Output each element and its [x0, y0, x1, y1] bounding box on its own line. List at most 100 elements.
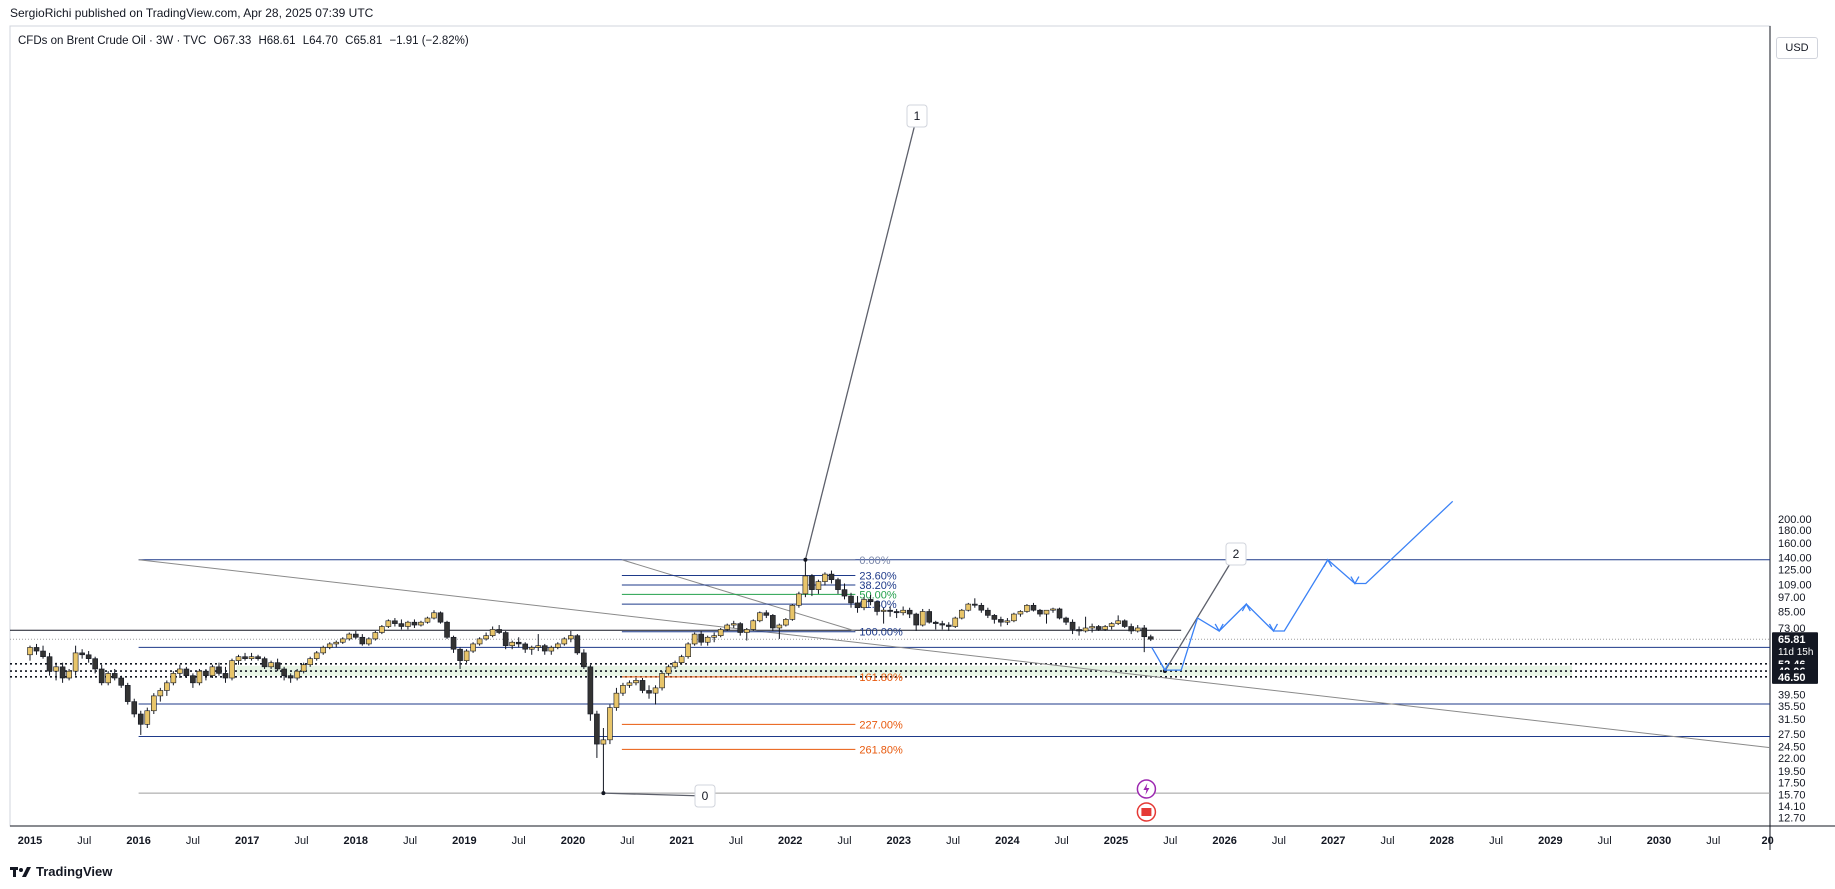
- candle-up: [652, 687, 659, 694]
- candle: [366, 637, 372, 646]
- candle: [300, 662, 307, 674]
- candle-down: [522, 643, 529, 650]
- candle: [919, 608, 926, 627]
- candle-down: [40, 650, 46, 657]
- y-tick-label: 15.70: [1778, 789, 1806, 801]
- candle: [698, 630, 704, 646]
- candle: [646, 685, 652, 699]
- y-tick-label: 125.00: [1778, 565, 1812, 577]
- candle-down: [411, 621, 418, 626]
- candle-down: [828, 573, 835, 580]
- candle-up: [483, 635, 489, 640]
- fib-label-2: 38.20%: [859, 580, 897, 592]
- candle-up: [756, 612, 763, 622]
- legend-open: O67.33: [213, 35, 252, 47]
- candle: [105, 671, 111, 686]
- x-tick-label: 2025: [1104, 835, 1128, 847]
- candle: [287, 673, 294, 683]
- candle-up: [561, 638, 568, 645]
- candle-up: [789, 604, 796, 620]
- candle-up: [743, 629, 750, 633]
- pivot-connector-2: [1164, 553, 1237, 672]
- candle-up: [53, 666, 59, 672]
- candle-up: [300, 664, 307, 672]
- candle: [1030, 602, 1037, 612]
- pivot-box-1: [906, 104, 928, 128]
- candle: [626, 680, 633, 688]
- candle: [27, 645, 33, 661]
- candle: [893, 608, 900, 619]
- candle: [1011, 612, 1017, 623]
- candle: [1147, 634, 1154, 642]
- candle: [965, 602, 972, 612]
- y-tick-label: 85.00: [1778, 606, 1806, 618]
- candle-up: [320, 647, 327, 654]
- x-tick-label: 2027: [1321, 835, 1345, 847]
- candle-up: [27, 647, 33, 656]
- support-zone: [236, 665, 1573, 676]
- candle-up: [431, 612, 437, 619]
- x-tick-label: 2028: [1430, 835, 1454, 847]
- candle-down: [541, 645, 548, 652]
- y-tick-label: 73.00: [1778, 623, 1806, 635]
- candle-down: [587, 666, 594, 715]
- candle-down: [1056, 608, 1063, 619]
- tradingview-logo[interactable]: TradingView: [10, 864, 112, 879]
- pivot-box-0: [694, 784, 716, 808]
- candle: [124, 682, 131, 705]
- candle: [1063, 616, 1069, 626]
- candle: [190, 673, 196, 688]
- candle: [418, 620, 424, 627]
- candle-up: [1108, 623, 1115, 627]
- candle-down: [848, 595, 854, 604]
- candle: [326, 642, 333, 650]
- candle-down: [809, 575, 815, 590]
- candle-down: [46, 656, 53, 672]
- candle: [144, 707, 151, 729]
- legend-close: C65.81: [345, 35, 383, 47]
- candle-down: [255, 656, 261, 659]
- candle-down: [59, 666, 66, 679]
- candle-up: [750, 620, 757, 630]
- candle: [633, 678, 639, 686]
- candle: [137, 710, 144, 735]
- candle-up: [717, 629, 724, 636]
- candle-up: [229, 660, 235, 679]
- candle-down: [939, 623, 946, 626]
- pivot-label-0: 0: [702, 789, 709, 803]
- projection-arrow-0: [1160, 662, 1170, 672]
- candle-down: [457, 648, 463, 661]
- candle: [1128, 623, 1135, 635]
- candle-down: [281, 668, 287, 676]
- x-tick-label: Jul: [1706, 835, 1720, 847]
- candle-up: [470, 643, 476, 652]
- candle-down: [1095, 626, 1102, 630]
- candle: [79, 649, 85, 659]
- candle: [939, 620, 946, 630]
- candle: [652, 685, 659, 705]
- candle: [320, 645, 327, 655]
- candle-down: [887, 609, 893, 612]
- x-tick-label: Jul: [512, 835, 526, 847]
- candle-up: [965, 603, 972, 611]
- price-badge-bg-3: [1772, 669, 1818, 684]
- candle: [170, 671, 177, 686]
- candle: [85, 651, 92, 663]
- pivot-connector-1: [804, 115, 918, 560]
- currency-button[interactable]: USD: [1776, 37, 1818, 59]
- candle-up: [196, 670, 203, 684]
- x-tick-label: 20: [1761, 835, 1773, 847]
- fib-label-8: 261.80%: [859, 744, 903, 756]
- candle-down: [574, 635, 581, 654]
- candle-up: [333, 641, 340, 645]
- candle-up: [1102, 626, 1108, 630]
- candle: [339, 637, 346, 644]
- candle: [1056, 607, 1063, 620]
- x-tick-label: 2022: [778, 835, 802, 847]
- candle: [1121, 619, 1128, 628]
- candle-up: [815, 581, 822, 590]
- descending-trendline: [138, 559, 1771, 749]
- candle: [261, 656, 268, 669]
- legend-symbol[interactable]: CFDs on Brent Crude Oil · 3W · TVC: [18, 35, 207, 47]
